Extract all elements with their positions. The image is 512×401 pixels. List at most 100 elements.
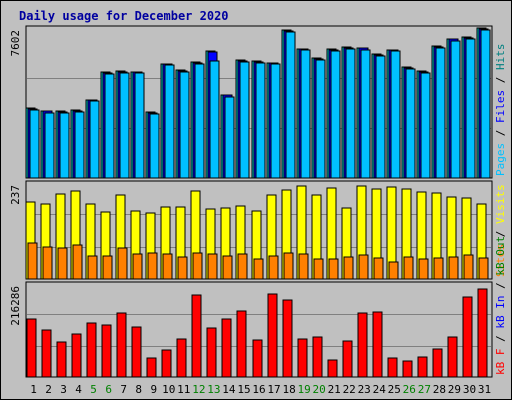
bar bbox=[146, 357, 157, 378]
bar bbox=[104, 73, 115, 179]
bar bbox=[375, 55, 386, 179]
bar bbox=[253, 258, 264, 280]
bar bbox=[270, 63, 281, 179]
x-tick-label: 13 bbox=[207, 383, 220, 396]
bar bbox=[237, 253, 248, 280]
bar bbox=[432, 348, 443, 378]
x-tick-label: 15 bbox=[237, 383, 250, 396]
legend-entry: Hits bbox=[494, 44, 507, 71]
bar bbox=[71, 333, 82, 378]
bar bbox=[72, 244, 83, 280]
bar bbox=[101, 324, 112, 378]
x-tick-label: 3 bbox=[60, 383, 67, 396]
bar bbox=[87, 255, 98, 280]
bar bbox=[119, 72, 130, 179]
bar bbox=[26, 318, 37, 378]
series-pages bbox=[29, 29, 491, 179]
bar bbox=[300, 49, 311, 179]
bar bbox=[56, 341, 67, 378]
x-tick-label: 20 bbox=[312, 383, 325, 396]
bar bbox=[132, 253, 143, 280]
x-tick-label: 27 bbox=[418, 383, 431, 396]
bar bbox=[59, 112, 70, 179]
x-tick-label: 21 bbox=[328, 383, 341, 396]
legend-entry: / bbox=[494, 123, 507, 143]
x-tick-label: 29 bbox=[448, 383, 461, 396]
bar bbox=[373, 257, 384, 280]
bar bbox=[282, 299, 293, 378]
x-tick-label: 12 bbox=[192, 383, 205, 396]
x-tick-label: 26 bbox=[403, 383, 416, 396]
bar bbox=[191, 294, 202, 378]
bar bbox=[403, 256, 414, 280]
x-tick-label: 7 bbox=[120, 383, 127, 396]
bar bbox=[462, 296, 473, 378]
bar bbox=[315, 59, 326, 179]
x-tick-label: 31 bbox=[478, 383, 491, 396]
x-tick-label: 11 bbox=[177, 383, 190, 396]
bar bbox=[74, 111, 85, 179]
bar bbox=[388, 261, 399, 280]
x-tick-label: 23 bbox=[358, 383, 371, 396]
max-value-label: 7602 bbox=[9, 30, 22, 57]
bar bbox=[57, 247, 68, 280]
bar bbox=[360, 49, 371, 179]
bar bbox=[131, 326, 142, 378]
bar bbox=[252, 339, 263, 378]
bar bbox=[149, 113, 160, 179]
bar bbox=[418, 258, 429, 280]
bar bbox=[372, 311, 383, 378]
bar bbox=[465, 38, 476, 179]
legend-entry: kB In bbox=[494, 296, 507, 329]
bar bbox=[328, 258, 339, 280]
x-tick-label: 6 bbox=[105, 383, 112, 396]
bar bbox=[255, 62, 266, 179]
x-tick-label: 9 bbox=[150, 383, 157, 396]
bar bbox=[206, 327, 217, 378]
bar bbox=[417, 356, 428, 378]
bar bbox=[134, 72, 145, 179]
series-kb-f bbox=[26, 288, 488, 378]
bar bbox=[298, 253, 309, 280]
x-tick-label: 2 bbox=[45, 383, 52, 396]
panel-kbytes: 216286 kB F / kB In / kB Out bbox=[9, 236, 507, 378]
legend: kB F / kB In / kB Out bbox=[494, 236, 507, 375]
bar bbox=[147, 252, 158, 280]
bar bbox=[177, 256, 188, 280]
bar bbox=[345, 48, 356, 179]
series-sites bbox=[27, 242, 489, 280]
x-tick-label: 10 bbox=[162, 383, 175, 396]
legend-entry: Visits bbox=[494, 184, 507, 224]
bar bbox=[41, 329, 52, 378]
bar bbox=[480, 29, 491, 179]
bar bbox=[221, 318, 232, 378]
bar bbox=[239, 61, 250, 179]
x-tick-label: 8 bbox=[135, 383, 142, 396]
legend-entry: Sites bbox=[494, 244, 507, 277]
x-tick-label: 17 bbox=[267, 383, 280, 396]
x-tick-label: 4 bbox=[75, 383, 82, 396]
x-tick-label: 1 bbox=[30, 383, 37, 396]
bar bbox=[448, 256, 459, 280]
bar bbox=[435, 47, 446, 179]
bar bbox=[89, 100, 100, 179]
legend-entry: kB F bbox=[494, 349, 507, 376]
bar bbox=[357, 312, 368, 378]
max-value-label: 216286 bbox=[9, 286, 22, 326]
bar bbox=[161, 349, 172, 378]
bar bbox=[447, 336, 458, 378]
bar bbox=[224, 96, 235, 179]
x-tick-label: 28 bbox=[433, 383, 446, 396]
bar bbox=[343, 256, 354, 280]
legend-entry: / bbox=[494, 276, 507, 296]
bar bbox=[176, 338, 187, 378]
bar bbox=[44, 112, 55, 179]
bar bbox=[222, 255, 233, 280]
bar bbox=[358, 254, 369, 280]
bar bbox=[236, 310, 247, 378]
bar bbox=[390, 50, 401, 179]
bar bbox=[420, 72, 431, 179]
bar bbox=[313, 258, 324, 280]
legend-entry: / bbox=[494, 329, 507, 349]
